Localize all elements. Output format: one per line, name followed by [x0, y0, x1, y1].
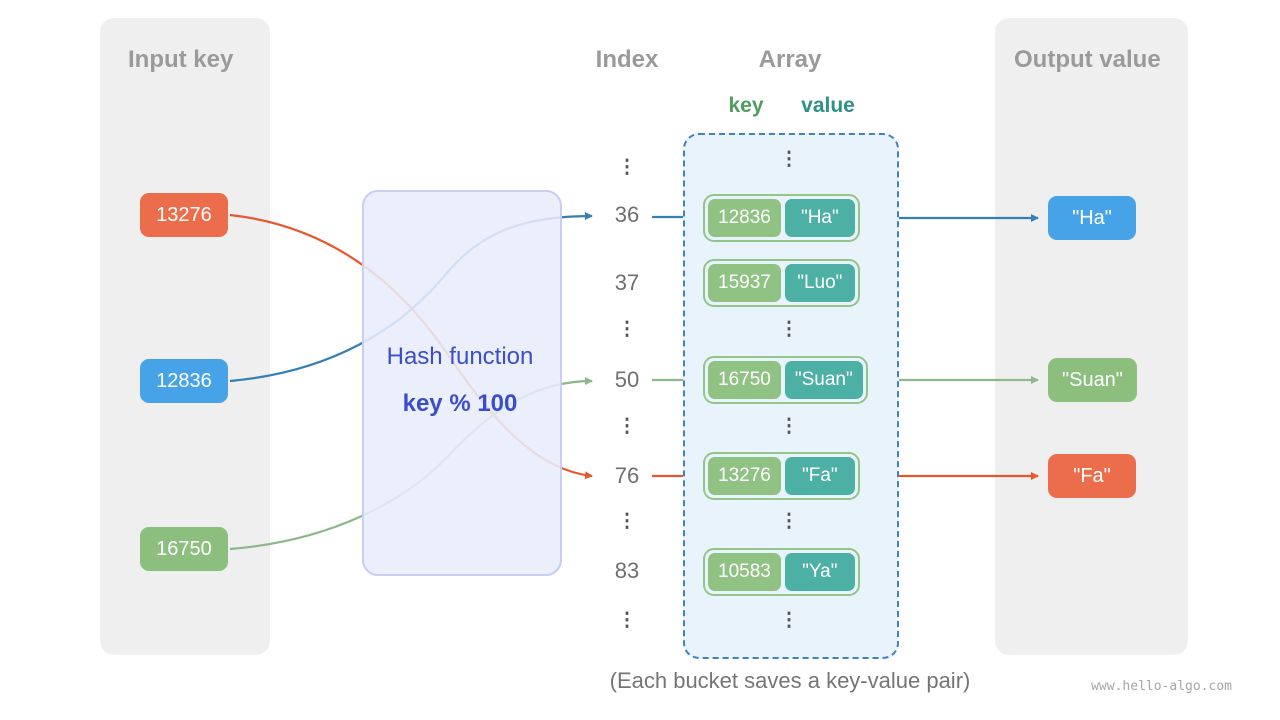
hash-function-name: Hash function [386, 343, 534, 370]
output-value-ha: "Ha" [1048, 196, 1136, 240]
array-bucket-37: 15937 "Luo" [703, 259, 860, 307]
bucket-key: 12836 [708, 199, 781, 237]
bucket-key: 10583 [708, 553, 781, 591]
bucket-key: 16750 [708, 361, 781, 399]
index-37: 37 [614, 270, 640, 295]
index-ellipsis: ⋮ [617, 416, 637, 437]
index-ellipsis: ⋮ [617, 511, 637, 532]
input-panel-title: Input key [128, 46, 234, 73]
hash-function-box [362, 190, 562, 576]
index-ellipsis: ⋮ [617, 319, 637, 340]
array-key-label: key [728, 94, 764, 117]
input-key-16750: 16750 [140, 527, 228, 571]
output-value-fa: "Fa" [1048, 454, 1136, 498]
array-ellipsis: ⋮ [779, 416, 799, 437]
array-panel-title: Array [758, 46, 822, 73]
index-column-title: Index [595, 46, 659, 73]
output-value-panel [995, 18, 1188, 655]
diagram-caption: (Each bucket saves a key-value pair) [609, 668, 971, 693]
array-ellipsis: ⋮ [779, 610, 799, 631]
bucket-value: "Fa" [784, 457, 855, 495]
index-ellipsis: ⋮ [617, 157, 637, 178]
bucket-value: "Ya" [784, 553, 855, 591]
bucket-value: "Luo" [784, 264, 855, 302]
array-ellipsis: ⋮ [779, 511, 799, 532]
hash-function-formula: key % 100 [402, 390, 518, 417]
output-value-suan: "Suan" [1048, 358, 1137, 402]
index-83: 83 [614, 558, 640, 583]
index-50: 50 [614, 367, 640, 392]
input-key-13276: 13276 [140, 193, 228, 237]
index-76: 76 [614, 463, 640, 488]
bucket-value: "Ha" [784, 199, 855, 237]
index-ellipsis: ⋮ [617, 610, 637, 631]
array-ellipsis: ⋮ [779, 319, 799, 340]
array-bucket-83: 10583 "Ya" [703, 548, 860, 596]
output-panel-title: Output value [1014, 46, 1161, 73]
input-key-12836: 12836 [140, 359, 228, 403]
index-36: 36 [614, 202, 640, 227]
bucket-key: 15937 [708, 264, 781, 302]
bucket-value: "Suan" [784, 361, 863, 399]
array-bucket-36: 12836 "Ha" [703, 194, 860, 242]
array-ellipsis: ⋮ [779, 149, 799, 170]
site-watermark: www.hello-algo.com [1091, 679, 1232, 694]
bucket-key: 13276 [708, 457, 781, 495]
array-bucket-76: 13276 "Fa" [703, 452, 860, 500]
array-value-label: value [801, 94, 855, 117]
array-bucket-50: 16750 "Suan" [703, 356, 868, 404]
